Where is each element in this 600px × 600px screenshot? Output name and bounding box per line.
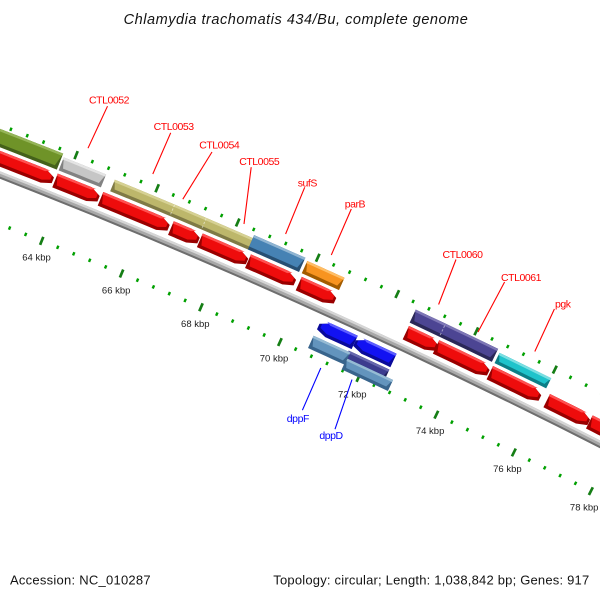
svg-text:Chlamydia trachomatis 434/Bu,: Chlamydia trachomatis 434/Bu, complete g… <box>124 12 469 28</box>
svg-text:72 kbp: 72 kbp <box>338 389 367 400</box>
svg-text:Topology: circular; Length: 1,: Topology: circular; Length: 1,038,842 bp… <box>273 573 589 588</box>
svg-text:68 kbp: 68 kbp <box>181 319 210 330</box>
svg-text:74 kbp: 74 kbp <box>416 426 445 437</box>
svg-text:CTL0055: CTL0055 <box>239 156 280 168</box>
svg-text:pgk: pgk <box>555 299 572 311</box>
svg-text:Accession: NC_010287: Accession: NC_010287 <box>10 573 151 588</box>
svg-text:CTL0054: CTL0054 <box>199 140 240 152</box>
svg-text:76 kbp: 76 kbp <box>493 464 522 475</box>
svg-text:CTL0053: CTL0053 <box>154 121 195 133</box>
svg-text:66 kbp: 66 kbp <box>102 285 131 296</box>
svg-text:64 kbp: 64 kbp <box>22 253 51 264</box>
svg-text:sufS: sufS <box>298 178 318 190</box>
svg-text:dppF: dppF <box>287 413 309 425</box>
svg-text:CTL0060: CTL0060 <box>443 249 484 261</box>
svg-text:dppD: dppD <box>319 430 343 442</box>
svg-text:70 kbp: 70 kbp <box>260 354 289 365</box>
svg-text:CTL0052: CTL0052 <box>89 95 130 107</box>
svg-text:78 kbp: 78 kbp <box>570 502 599 513</box>
svg-text:CTL0061: CTL0061 <box>501 272 542 284</box>
svg-text:parB: parB <box>345 199 366 211</box>
